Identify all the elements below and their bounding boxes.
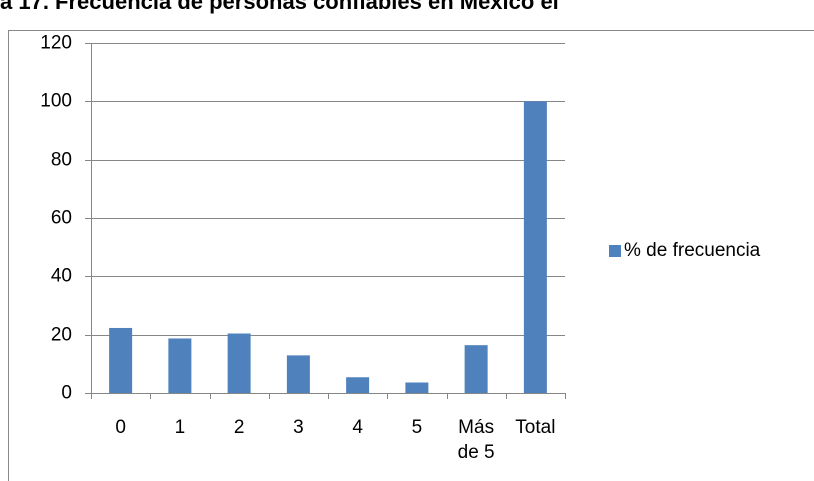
- x-tick-label: Más de 5: [457, 417, 495, 463]
- legend-label: % de frecuencia: [624, 240, 761, 261]
- x-tick-label: 0: [115, 417, 126, 438]
- bar: [346, 377, 370, 393]
- bar: [227, 333, 251, 393]
- y-tick-label: 0: [61, 383, 72, 404]
- bar: [523, 101, 547, 393]
- bar: [464, 345, 488, 393]
- y-tick-label: 60: [51, 208, 72, 229]
- x-tick-label: Total: [515, 417, 556, 438]
- x-tick-label: 3: [293, 417, 304, 438]
- bar: [405, 382, 429, 393]
- y-tick-label: 40: [51, 266, 72, 287]
- legend-swatch: [609, 245, 621, 257]
- y-tick-label: 20: [51, 325, 72, 346]
- x-tick-label: 2: [233, 417, 245, 438]
- bar: [286, 355, 310, 393]
- x-tick-label: 4: [352, 417, 363, 438]
- y-tick-label: 80: [51, 150, 72, 171]
- bar: [109, 327, 133, 393]
- bar: [168, 338, 192, 393]
- y-tick-label: 100: [40, 91, 72, 112]
- chart-title: a 17. Frecuencia de personas confiables …: [0, 0, 559, 14]
- x-tick-label: 1: [174, 417, 186, 438]
- y-tick-label: 120: [40, 33, 72, 54]
- x-tick-label: 5: [411, 417, 423, 438]
